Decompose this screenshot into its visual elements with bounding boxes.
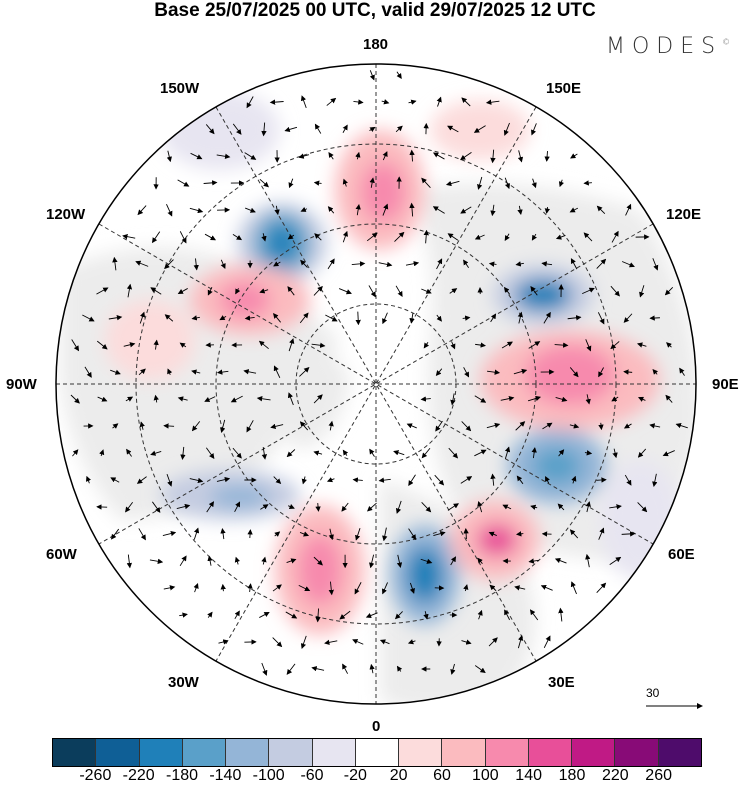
lon-label-30e: 30E xyxy=(548,674,575,691)
colorbar-tick-label: 260 xyxy=(645,767,672,785)
colorbar-tick-label: -20 xyxy=(344,767,367,785)
lon-label-0: 0 xyxy=(372,718,380,735)
colorbar-swatch xyxy=(572,739,615,766)
colorbar-tick-label: 100 xyxy=(472,767,499,785)
lon-label-30w: 30W xyxy=(168,674,199,691)
colorbar-tick-label: 180 xyxy=(559,767,586,785)
wind-vector-arrow xyxy=(223,585,224,591)
colorbar-tick-label: -220 xyxy=(123,767,155,785)
colorbar-swatch xyxy=(486,739,529,766)
lon-label-90e: 90E xyxy=(712,376,739,393)
colorbar-swatch xyxy=(269,739,312,766)
wind-vector-arrow xyxy=(250,530,251,538)
colorbar-tick-label: -260 xyxy=(79,767,111,785)
colorbar-tick-label: -180 xyxy=(166,767,198,785)
colorbar-swatch xyxy=(313,739,356,766)
wind-vector-arrow xyxy=(358,312,359,325)
colorbar-swatch xyxy=(356,739,399,766)
colorbar-swatch xyxy=(183,739,226,766)
colorbar-swatch xyxy=(96,739,139,766)
colorbar-tick-label: -60 xyxy=(300,767,323,785)
wind-vector-arrow xyxy=(466,529,467,539)
colorbar-swatch xyxy=(53,739,96,766)
lon-label-90w: 90W xyxy=(6,376,37,393)
colorbar xyxy=(52,738,702,767)
colorbar-tick-label: -140 xyxy=(209,767,241,785)
lon-label-180: 180 xyxy=(363,36,388,53)
colorbar-swatch xyxy=(140,739,183,766)
colorbar-tick-label: -100 xyxy=(253,767,285,785)
colorbar-tick-label: 60 xyxy=(433,767,451,785)
colorbar-swatch xyxy=(615,739,658,766)
reference-vector-label: 30 xyxy=(646,686,659,700)
lon-label-60e: 60E xyxy=(668,546,695,563)
colorbar-tick-label: 20 xyxy=(390,767,408,785)
colorbar-tick-label: 220 xyxy=(602,767,629,785)
colorbar-swatch xyxy=(226,739,269,766)
colorbar-swatch xyxy=(442,739,485,766)
lon-label-120e: 120E xyxy=(666,206,701,223)
lon-label-120w: 120W xyxy=(46,206,85,223)
wind-vector-arrow xyxy=(650,318,660,319)
lon-label-150w: 150W xyxy=(160,80,199,97)
colorbar-swatch xyxy=(659,739,701,766)
lon-label-60w: 60W xyxy=(46,546,77,563)
colorbar-swatch xyxy=(399,739,442,766)
colorbar-tick-label: 140 xyxy=(515,767,542,785)
colorbar-swatch xyxy=(529,739,572,766)
lon-label-150e: 150E xyxy=(546,80,581,97)
